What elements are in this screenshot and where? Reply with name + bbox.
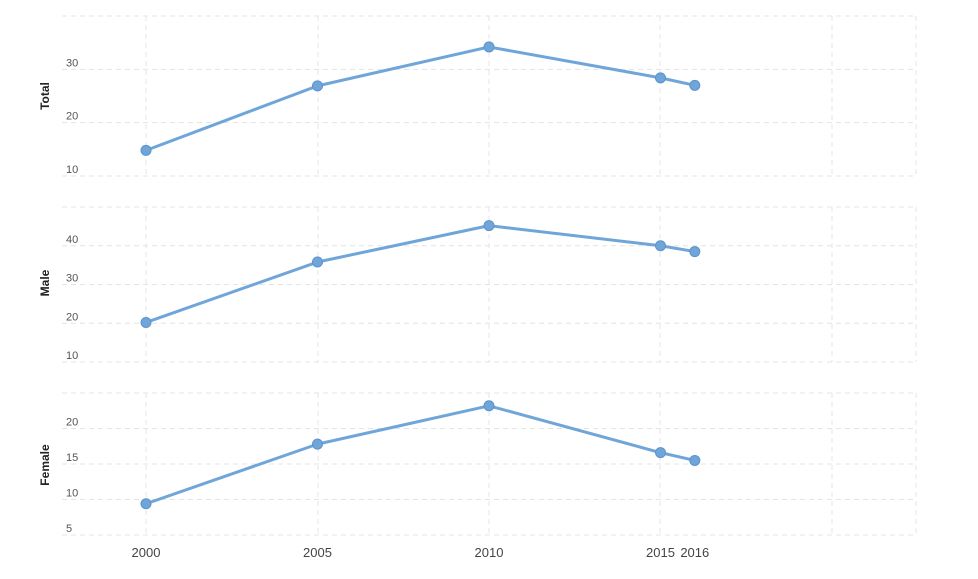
data-point <box>483 220 495 232</box>
series-line <box>144 224 697 324</box>
panel-label: Female <box>38 444 52 486</box>
series-line <box>144 45 697 152</box>
data-point <box>689 454 701 466</box>
y-tick-label: 40 <box>66 234 78 246</box>
data-point <box>655 240 666 252</box>
x-tick-label: 2000 <box>132 545 161 560</box>
y-tick-label: 10 <box>66 350 78 362</box>
data-point <box>140 498 152 510</box>
y-tick-label: 20 <box>66 111 78 123</box>
y-tick-label: 10 <box>66 488 78 500</box>
x-tick-label: 2015 <box>646 545 675 560</box>
data-point <box>689 79 701 91</box>
panel-label: Male <box>38 269 52 296</box>
data-point <box>312 80 323 92</box>
y-tick-label: 15 <box>66 452 78 464</box>
data-point <box>140 144 152 156</box>
x-tick-label: 2016 <box>680 545 709 560</box>
data-point <box>483 41 495 53</box>
y-tick-label: 30 <box>66 273 78 285</box>
series-line <box>144 404 697 506</box>
y-tick-label: 10 <box>66 164 78 176</box>
panel-female: 5 10 15 20 Female <box>38 392 917 536</box>
y-tick-label: 20 <box>66 417 78 429</box>
x-tick-label: 2005 <box>303 545 332 560</box>
panel-male: 10 20 30 40 Male <box>38 206 917 363</box>
data-point <box>140 316 152 328</box>
data-point <box>312 438 323 450</box>
data-point <box>689 246 701 258</box>
panel-label: Total <box>38 82 52 110</box>
data-point <box>312 256 323 268</box>
y-tick-label: 30 <box>66 57 78 69</box>
data-point <box>655 447 666 459</box>
x-tick-label: 2010 <box>475 545 504 560</box>
y-tick-label: 20 <box>66 311 78 323</box>
data-point <box>655 72 666 84</box>
y-tick-label: 5 <box>66 523 72 535</box>
data-point <box>483 400 495 412</box>
panel-total: 10 20 30 Total <box>38 15 917 177</box>
